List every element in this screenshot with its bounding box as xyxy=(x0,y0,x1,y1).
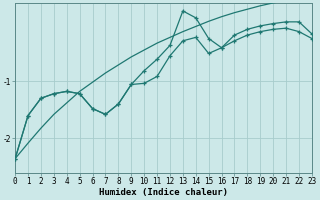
X-axis label: Humidex (Indice chaleur): Humidex (Indice chaleur) xyxy=(99,188,228,197)
